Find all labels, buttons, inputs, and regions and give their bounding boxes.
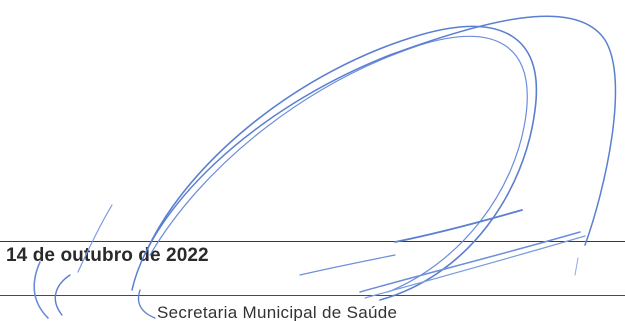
signature-tick-stroke — [574, 257, 579, 276]
document-date: 14 de outubro de 2022 — [6, 245, 209, 266]
date-rule-line — [0, 241, 625, 242]
signature-mid-stroke — [299, 254, 396, 276]
signature-cross-stroke — [394, 209, 523, 243]
signature-rule-line — [0, 295, 625, 296]
department-name: Secretaria Municipal de Saúde — [157, 303, 398, 321]
signature-left-tail-stroke — [33, 261, 49, 319]
signature-cross-stroke-3 — [364, 235, 586, 299]
